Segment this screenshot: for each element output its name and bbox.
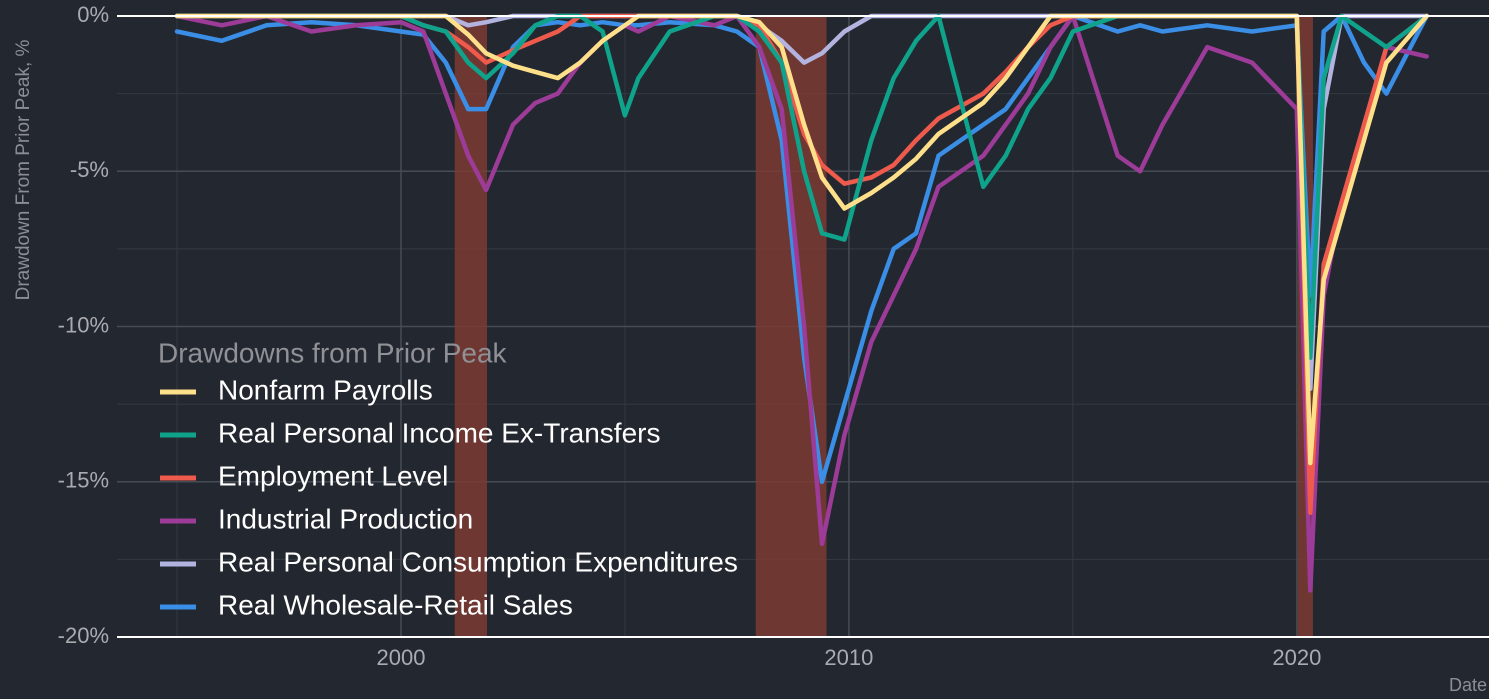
- x-tick-label: 2010: [824, 645, 873, 670]
- y-tick-label: -20%: [58, 623, 109, 648]
- recession-band: [454, 16, 487, 637]
- y-tick-label: -15%: [58, 468, 109, 493]
- series-line: [174, 13, 1429, 593]
- legend-label: Real Personal Consumption Expenditures: [218, 546, 738, 577]
- x-axis-label: Date: [1449, 675, 1487, 695]
- x-tick-label: 2000: [377, 645, 426, 670]
- legend-title: Drawdowns from Prior Peak: [158, 337, 508, 368]
- y-tick-label: -10%: [58, 312, 109, 337]
- x-tick-label: 2020: [1272, 645, 1321, 670]
- legend-label: Real Wholesale-Retail Sales: [218, 589, 573, 620]
- y-axis-label: Drawdown From Prior Peak, %: [13, 39, 34, 300]
- legend-label: Nonfarm Payrolls: [218, 374, 433, 405]
- legend-label: Employment Level: [218, 460, 448, 491]
- legend: Drawdowns from Prior Peak Nonfarm Payrol…: [158, 337, 738, 620]
- axes: 0% -5% -10% -15% -20% 2000 2010 2020: [58, 2, 1489, 670]
- y-tick-label: -5%: [70, 157, 109, 182]
- legend-label: Real Personal Income Ex-Transfers: [218, 417, 660, 448]
- legend-label: Industrial Production: [218, 503, 473, 534]
- y-tick-label: 0%: [77, 2, 109, 27]
